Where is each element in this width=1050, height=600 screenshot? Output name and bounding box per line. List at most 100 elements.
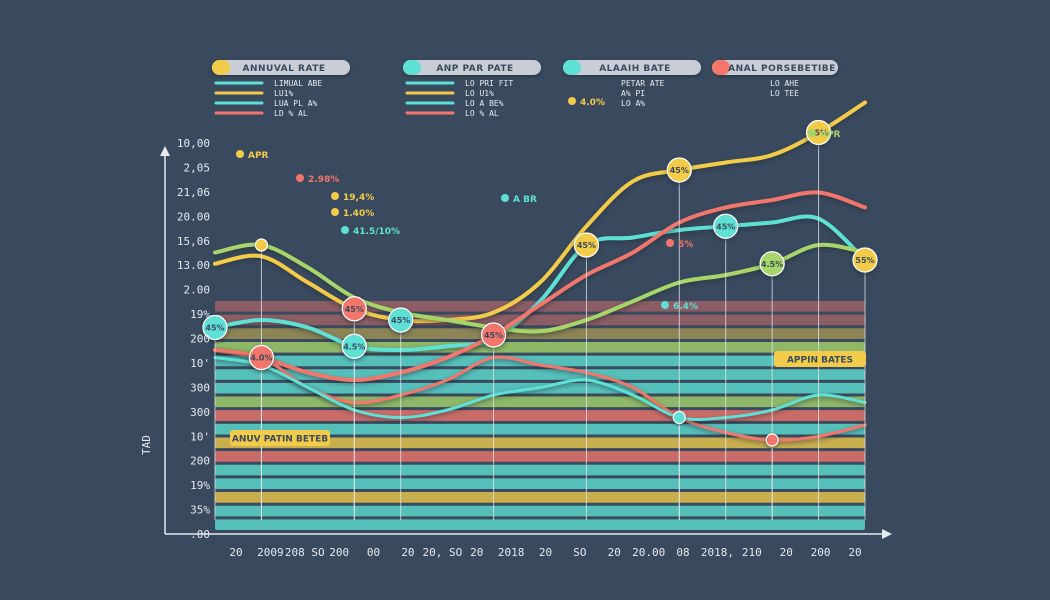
x-tick-label: 208 SO: [285, 546, 325, 559]
band-4: [215, 355, 865, 367]
x-tick-labels: 20 2009 208 SO 200 00 20 20, SO 20 2018 20 SO 20 20.…: [229, 546, 861, 559]
legend-header-bg: [712, 60, 838, 75]
data-marker-label-5: 4.5%: [343, 342, 365, 351]
background-bands: [215, 301, 865, 530]
data-marker-13: [765, 433, 779, 447]
annotation-dot: [808, 129, 816, 137]
data-marker-label-9: 45%: [716, 222, 735, 231]
data-marker-14: [672, 410, 686, 425]
legend-title: ANAL PORSEBETIBE: [728, 64, 836, 74]
x-tick-label: 210: [742, 546, 762, 559]
data-marker-label-8: 45%: [577, 241, 596, 250]
annotation-dot: [341, 226, 349, 234]
x-axis-arrow: [882, 529, 892, 539]
legend-item: LD % AL: [274, 109, 308, 118]
y-tick-label: 21,06: [177, 186, 210, 199]
legend-header-bg: [563, 60, 701, 75]
band-16: [215, 519, 865, 530]
axes: [160, 146, 892, 539]
series-line-yellow: [213, 100, 867, 324]
legend-item: LO A BE%: [465, 99, 504, 108]
x-tick-label: 20, SO: [422, 546, 462, 559]
annotation-label: 4.0%: [580, 98, 605, 108]
data-marker-label-6: 45%: [484, 331, 503, 340]
tag-box: [774, 351, 866, 367]
x-tick-label: 20: [608, 546, 621, 559]
band-13: [215, 478, 865, 490]
band-3: [215, 341, 865, 353]
annotation-label: A BR: [513, 195, 537, 205]
legend-item: LUA PL A%: [274, 99, 318, 108]
data-marker-8: [573, 232, 600, 258]
legend-header-bg: [403, 60, 541, 75]
y-tick-label: .00: [190, 528, 210, 541]
tag-box: [230, 430, 330, 446]
legend-header-swatch: [403, 60, 421, 75]
marker-stems: [214, 132, 866, 520]
legend-item: LO AHE: [770, 79, 799, 88]
series-lines: [213, 100, 867, 442]
data-marker-2: [248, 344, 275, 371]
annotation-dot: [236, 150, 244, 158]
legend-header-swatch: [212, 60, 230, 75]
y-tick-label: 19%: [190, 479, 210, 492]
y-tick-labels: 10,00 2,05 21,06 20.00 15,06 13.00 2.00 19% 200 1…: [177, 137, 210, 541]
tag-label: APPIN BATES: [787, 356, 853, 366]
data-marker-label-3: 45%: [345, 305, 364, 314]
data-marker-label-11: 55%: [855, 256, 874, 265]
legend-item: LO TEE: [770, 89, 799, 98]
y-tick-label: 19%: [190, 308, 210, 321]
y-tick-label: 35%: [190, 504, 210, 517]
x-tick-label: SO: [573, 546, 586, 559]
x-tick-label: 200: [329, 546, 349, 559]
series-line-teal: [213, 214, 867, 353]
annotation-label: 1.40%: [343, 209, 374, 219]
band-14: [215, 492, 865, 503]
annotation-label: APR: [820, 130, 841, 140]
x-tick-label: 2018,: [701, 546, 734, 559]
data-marker-7: [666, 157, 692, 183]
x-tick-label: 20: [401, 546, 414, 559]
data-marker-6: [480, 322, 507, 348]
annotation-dot: [666, 239, 674, 247]
legend-item: PETAR ATE: [621, 79, 665, 88]
annotation-label: 41.5/10%: [353, 227, 400, 237]
y-tick-label: 13.00: [177, 259, 210, 272]
data-marker-label-12: 4.5%: [761, 260, 783, 269]
data-marker-10: [805, 119, 832, 146]
data-marker-label-4: 45%: [391, 316, 410, 325]
y-tick-label: 20.00: [177, 210, 210, 223]
legend-item: LO A%: [621, 99, 645, 108]
series-line-coral: [213, 190, 867, 383]
x-tick-label: 2009: [257, 546, 284, 559]
data-marker-1: [254, 238, 269, 252]
data-markers: 45% 4.0% 45% 45% 4.5% 45% 45% 45% 45% 45% 55% 4.5%: [202, 119, 878, 447]
band-12: [215, 464, 865, 476]
annotation-dot: [331, 192, 339, 200]
x-tick-label: 20: [470, 546, 483, 559]
y-tick-label: 10': [190, 430, 210, 443]
legend-title: ALAAIH BATE: [599, 64, 671, 74]
tags: APPIN BATES ANUV PATIN BETEB: [230, 351, 866, 446]
legend-item: LU1%: [274, 89, 293, 98]
y-tick-label: 200: [190, 333, 210, 346]
x-tick-label: 20: [539, 546, 552, 559]
x-tick-label: 20: [848, 546, 861, 559]
y-axis-side-label: TAD: [140, 435, 153, 455]
legend-header-swatch: [563, 60, 581, 75]
annotation-dot: [661, 301, 669, 309]
data-marker-0: [202, 314, 228, 341]
x-tick-label: 200: [811, 546, 831, 559]
legend-title: ANNUVAL RATE: [242, 64, 325, 74]
data-marker-label-10: 45%: [809, 129, 828, 138]
data-marker-5: [341, 333, 367, 359]
data-marker-4: [388, 307, 414, 333]
y-tick-label: 15,06: [177, 235, 210, 248]
data-marker-11: [852, 247, 878, 273]
legend-item: LO % AL: [465, 109, 499, 118]
annotation-label: 19,4%: [343, 193, 374, 203]
